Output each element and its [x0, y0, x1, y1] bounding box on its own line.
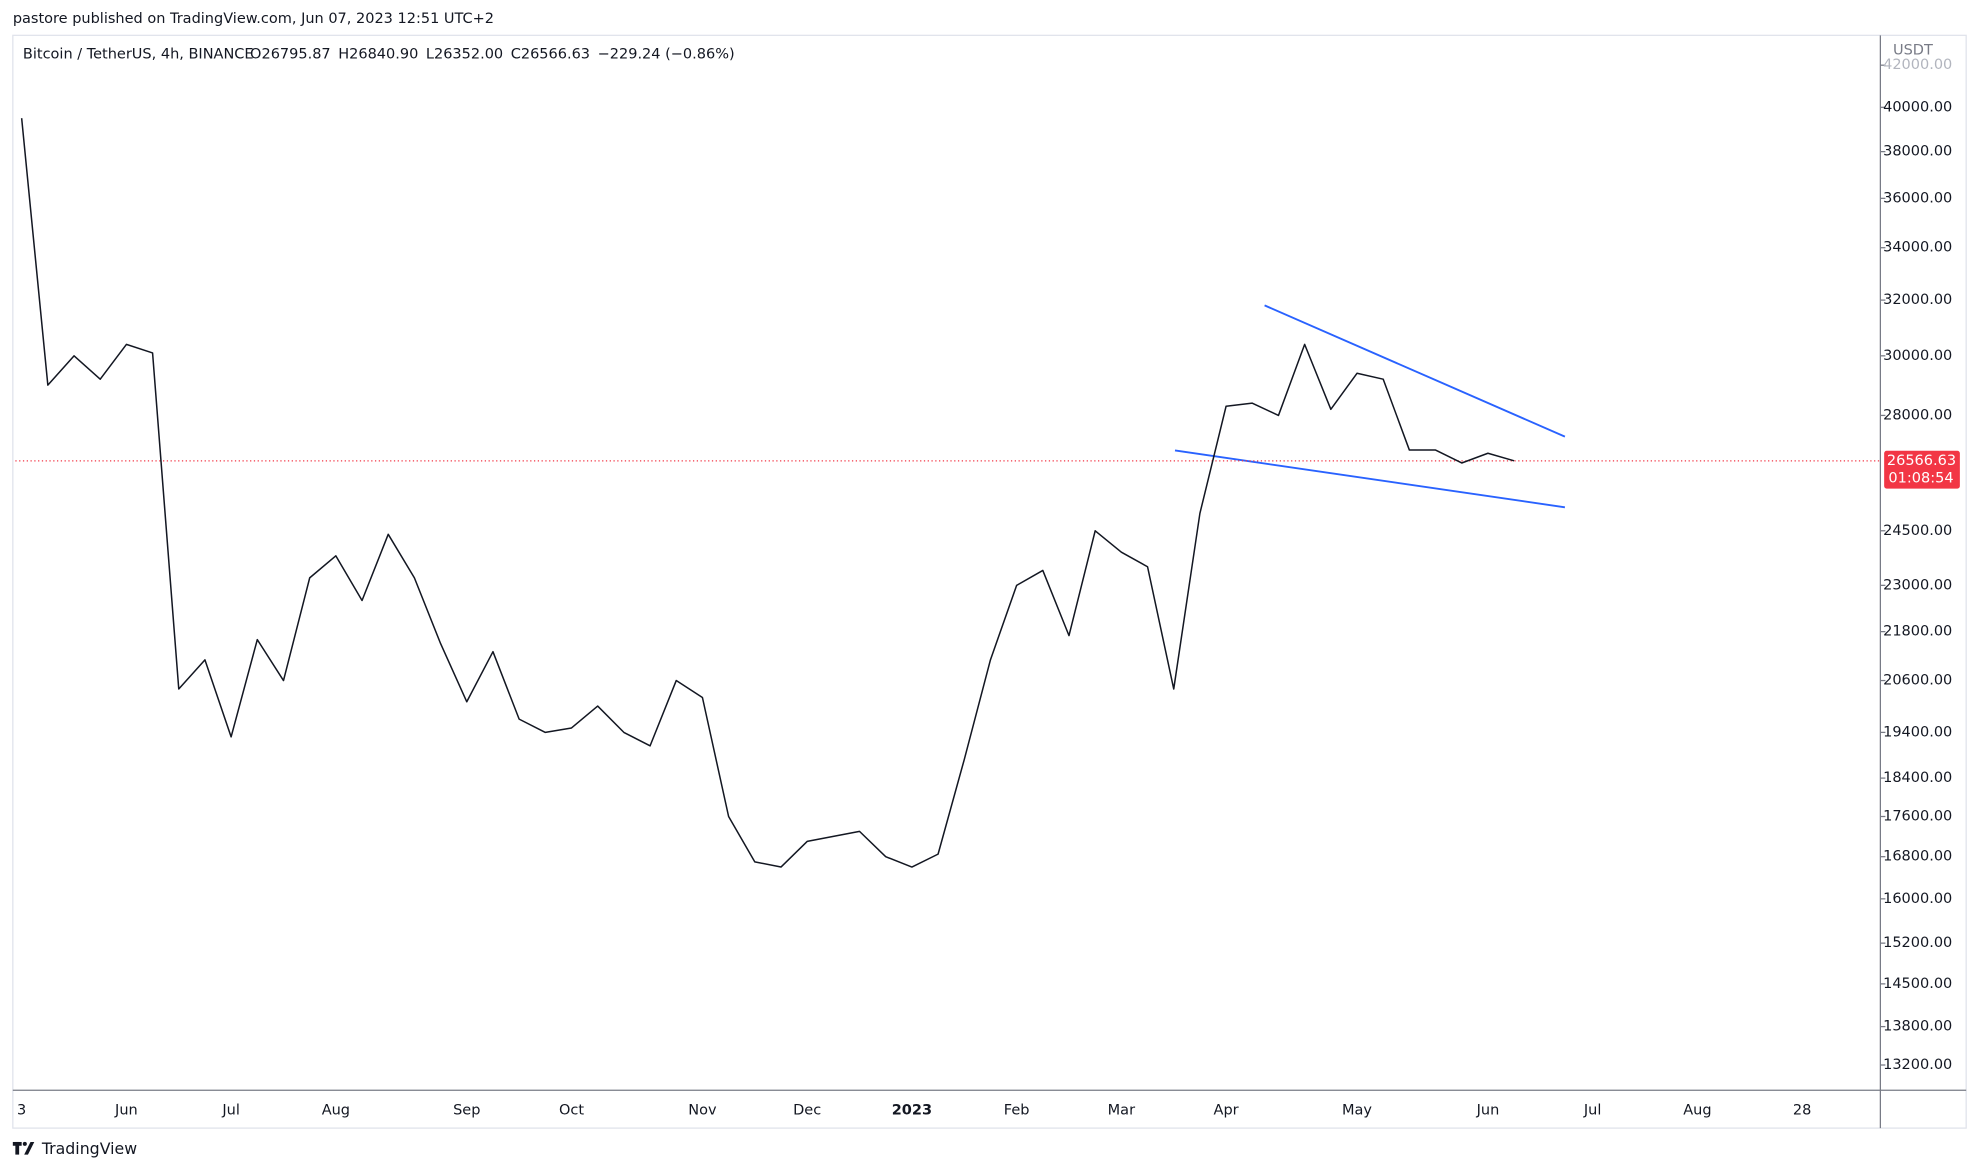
y-tick-label: 13200.00 — [1883, 1057, 1952, 1073]
y-tick-label: 14500.00 — [1883, 976, 1952, 992]
x-tick-label: Jul — [221, 1102, 240, 1118]
x-tick-label: Mar — [1108, 1102, 1135, 1118]
ohlc-value: H26840.90 — [338, 46, 418, 62]
x-tick-label: Sep — [453, 1102, 480, 1118]
x-tick-label: Apr — [1214, 1102, 1239, 1118]
x-tick-label: Feb — [1004, 1102, 1030, 1118]
y-tick-label: 21800.00 — [1883, 624, 1952, 640]
currency-label: USDT — [1893, 42, 1933, 58]
y-tick-label: 15200.00 — [1883, 935, 1952, 951]
y-tick-label: 23000.00 — [1883, 577, 1952, 593]
y-tick-label: 16000.00 — [1883, 891, 1952, 907]
x-tick-label: 28 — [1793, 1102, 1811, 1118]
y-tick-label: 32000.00 — [1883, 292, 1952, 308]
y-tick-label: 30000.00 — [1883, 348, 1952, 364]
ohlc-value: L26352.00 — [426, 46, 503, 62]
symbol-title: Bitcoin / TetherUS, 4h, BINANCE — [23, 46, 254, 62]
x-tick-label: May — [1342, 1102, 1372, 1118]
ohlc-legend: O26795.87 H26840.90 L26352.00 C26566.63 −229… — [250, 46, 735, 62]
x-tick-label: 2023 — [892, 1102, 932, 1118]
y-tick-label: 24500.00 — [1883, 523, 1952, 539]
y-tick-label: 40000.00 — [1883, 99, 1952, 115]
countdown-label: 01:08:54 — [1888, 470, 1953, 486]
last-price-label: 26566.63 — [1887, 453, 1956, 469]
x-tick-label: Jun — [114, 1102, 138, 1118]
y-tick-label: 38000.00 — [1883, 144, 1952, 160]
logo — [12, 1141, 35, 1155]
publish-note: pastore published on TradingView.com, Ju… — [13, 11, 494, 27]
ohlc-value: −229.24 (−0.86%) — [598, 46, 735, 62]
y-tick-label: 17600.00 — [1883, 809, 1952, 825]
y-tick-label: 42000.00 — [1883, 57, 1952, 73]
x-tick-label: Dec — [793, 1102, 821, 1118]
y-tick-label: 13800.00 — [1883, 1019, 1952, 1035]
x-tick-label: Oct — [559, 1102, 584, 1118]
y-tick-label: 16800.00 — [1883, 849, 1952, 865]
ohlc-value: C26566.63 — [511, 46, 590, 62]
last-price-box — [1884, 450, 1960, 489]
y-tick-label: 34000.00 — [1883, 240, 1952, 256]
brand: TradingView — [41, 1139, 137, 1158]
price-line — [20, 118, 1515, 868]
y-tick-label: 28000.00 — [1883, 407, 1952, 423]
trendline-lower — [1174, 449, 1566, 509]
x-tick-label: 3 — [17, 1102, 26, 1118]
y-tick-label: 18400.00 — [1883, 770, 1952, 786]
y-tick-label: 19400.00 — [1883, 724, 1952, 740]
x-tick-label: Nov — [688, 1102, 717, 1118]
trendline-upper — [1264, 304, 1566, 438]
x-tick-label: Aug — [1683, 1102, 1711, 1118]
ohlc-value: O26795.87 — [250, 46, 331, 62]
x-tick-label: Aug — [322, 1102, 350, 1118]
x-tick-label: Jul — [1583, 1102, 1602, 1118]
y-tick-label: 36000.00 — [1883, 190, 1952, 206]
x-tick-label: Jun — [1476, 1102, 1500, 1118]
y-tick-label: 20600.00 — [1883, 673, 1952, 689]
chart-frame — [12, 34, 1967, 1129]
